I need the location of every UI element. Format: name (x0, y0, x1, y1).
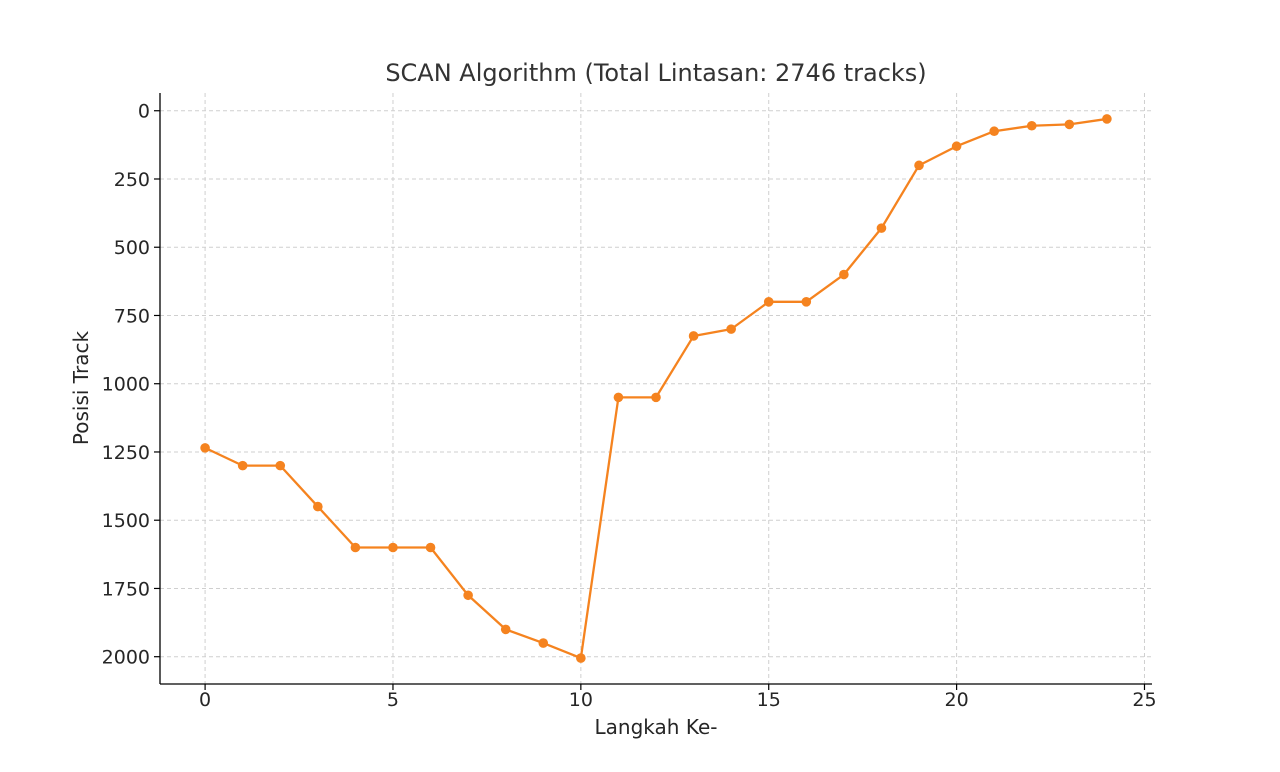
series (200, 114, 1112, 663)
data-point (200, 443, 210, 453)
data-point (463, 590, 473, 601)
data-point (237, 460, 248, 471)
data-point (313, 501, 323, 512)
axes (154, 93, 1152, 690)
data-point (989, 126, 999, 137)
y-axis-title: Posisi Track (69, 330, 93, 445)
data-point (1102, 114, 1112, 124)
data-point (763, 297, 774, 307)
x-axis-title: Langkah Ke- (595, 715, 718, 739)
x-tick-label: 5 (387, 689, 399, 711)
data-point (951, 141, 962, 152)
y-tick-label: 1750 (102, 578, 150, 600)
grid-lines (160, 93, 1152, 684)
data-point (576, 653, 586, 663)
data-point (275, 460, 286, 471)
data-point (726, 324, 736, 334)
data-point (613, 392, 624, 403)
x-tick-label: 25 (1132, 689, 1156, 711)
data-point (801, 297, 812, 307)
data-point (425, 542, 436, 553)
x-tick-label: 0 (199, 689, 211, 711)
y-tick-label: 1250 (102, 442, 150, 464)
chart-title: SCAN Algorithm (Total Lintasan: 2746 tra… (385, 59, 926, 87)
y-tick-label: 500 (114, 237, 150, 259)
data-point (1026, 120, 1037, 131)
data-point (914, 160, 924, 171)
series-line (204, 117, 1108, 660)
y-tick-label: 1500 (102, 510, 150, 532)
data-point (538, 638, 549, 648)
data-point (500, 624, 511, 635)
data-point (1064, 119, 1075, 130)
data-point (350, 542, 361, 553)
data-point (388, 542, 398, 553)
data-point (651, 392, 661, 403)
y-tick-label: 0 (138, 101, 150, 123)
y-tick-label: 1000 (102, 374, 150, 396)
data-point (688, 331, 699, 341)
y-tick-label: 750 (114, 305, 150, 327)
x-tick-label: 10 (569, 689, 593, 711)
data-point (876, 223, 887, 233)
data-point (839, 269, 849, 280)
y-tick-label: 2000 (102, 647, 150, 669)
x-tick-label: 20 (945, 689, 969, 711)
y-tick-label: 250 (114, 169, 150, 191)
x-tick-label: 15 (757, 689, 781, 711)
